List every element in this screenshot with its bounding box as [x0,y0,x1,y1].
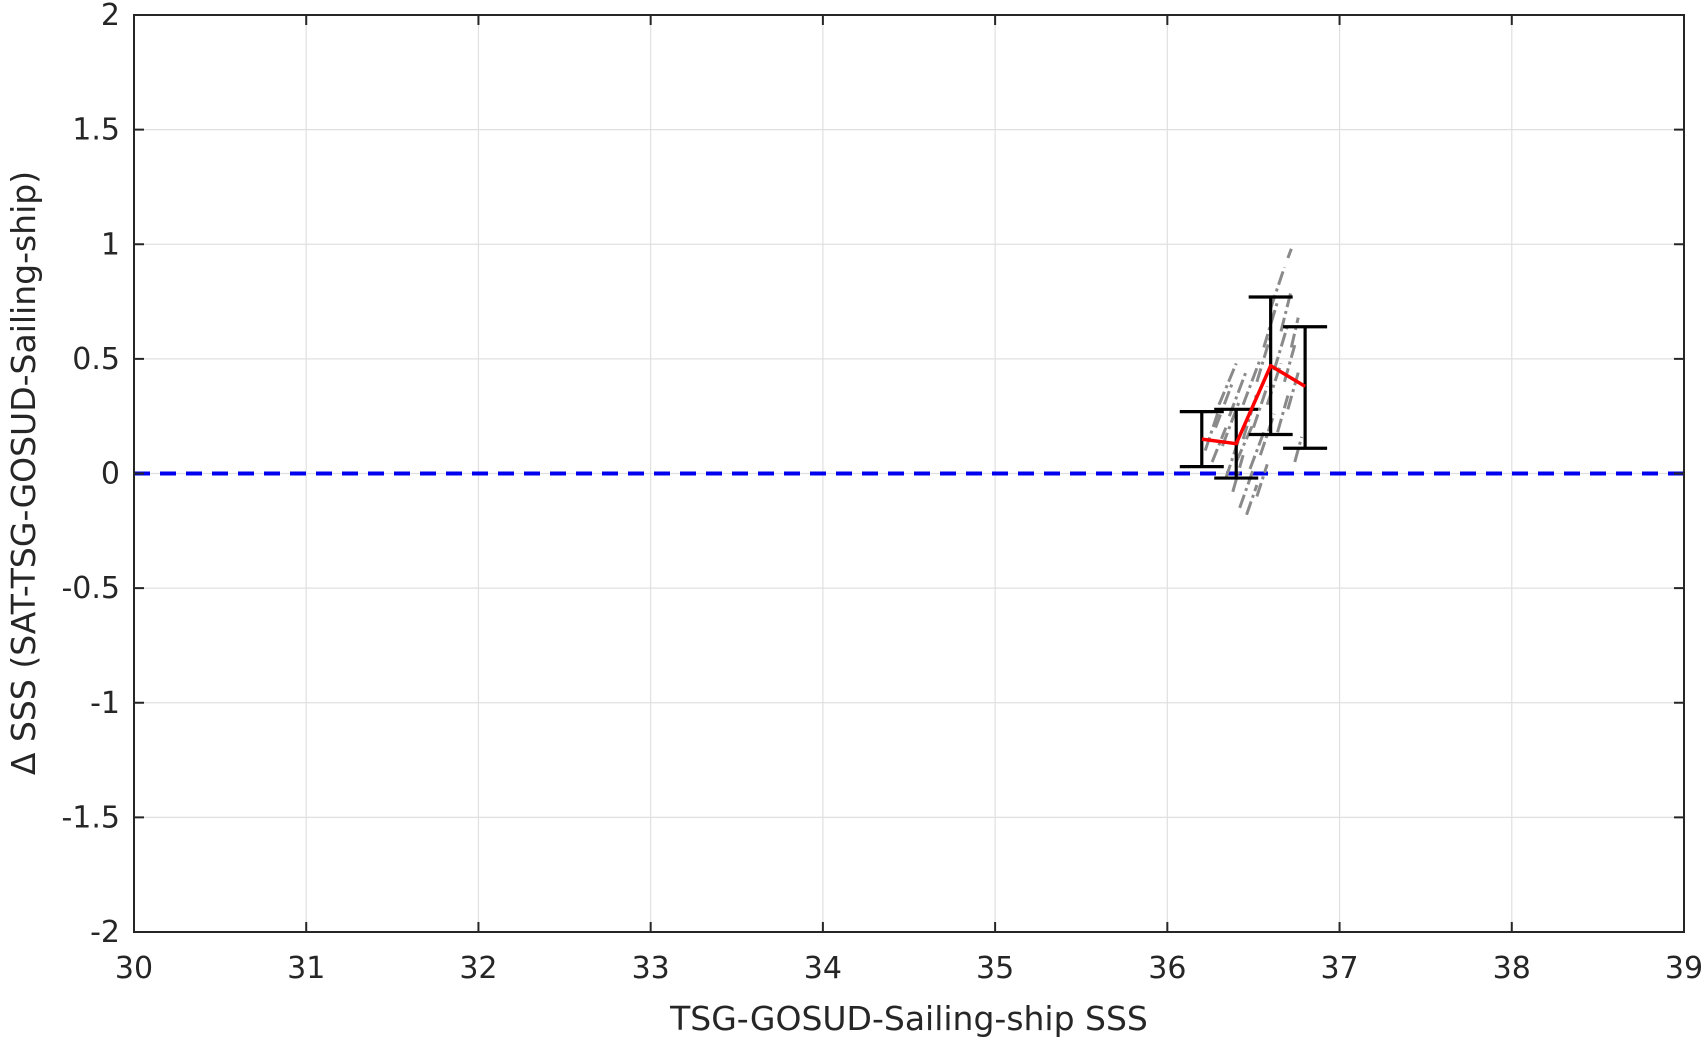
scatter-segment [1214,381,1235,429]
scatter-segment [1286,248,1293,259]
scatter-segment [1269,266,1286,309]
scatter-segment [1255,335,1273,383]
y-tick-label: 1 [101,227,120,262]
x-tick-label: 38 [1493,951,1531,986]
scatter-segment [1286,372,1300,410]
x-tick-label: 31 [287,951,325,986]
scatter-segment [1210,427,1228,463]
scatter-segments [1203,248,1304,516]
y-tick-label: -1.5 [61,800,120,835]
y-tick-label: 0 [101,457,120,492]
x-tick-label: 39 [1665,951,1703,986]
scatter-segment [1221,399,1242,447]
scatter-segment [1248,431,1266,470]
y-tick-label: -2 [90,915,120,950]
scatter-segment [1245,484,1259,516]
x-tick-label: 32 [459,951,497,986]
x-axis-label: TSG-GOSUD-Sailing-ship SSS [669,999,1148,1038]
x-tick-label: 33 [632,951,670,986]
binned-mean-polyline [1201,364,1307,446]
binned-mean-line [1201,364,1307,446]
x-tick-label: 36 [1148,951,1186,986]
scatter-segment [1262,301,1279,348]
scatter-segment [1217,362,1238,406]
scatter-segment [1234,422,1255,463]
x-tick-label: 35 [976,951,1014,986]
scatter-segment [1241,392,1259,440]
x-axis-ticks: 30 31 32 33 34 35 36 37 38 39 [115,15,1703,986]
y-tick-label: 2 [101,0,120,33]
y-tick-label: 0.5 [72,342,120,377]
y-tick-label: 1.5 [72,113,120,148]
scatter-segment [1276,395,1290,433]
scatter-segment [1255,463,1269,497]
scatter-segment [1241,358,1262,406]
y-tick-label: -0.5 [61,571,120,606]
x-tick-label: 30 [115,951,153,986]
x-tick-label: 37 [1320,951,1358,986]
y-axis-label: Δ SSS (SAT-TSG-GOSUD-Sailing-ship) [4,171,43,775]
y-axis-ticks: -2 -1.5 -1 -0.5 0 0.5 1 1.5 2 [61,0,1684,950]
y-tick-label: -1 [90,686,120,721]
scatter-segment [1231,454,1245,493]
scatter-segment [1203,408,1221,452]
x-tick-label: 34 [804,951,842,986]
scatter-segment [1252,385,1269,429]
scatter-segment [1238,468,1255,509]
scatter-segment [1289,317,1300,348]
scatter-segment [1272,324,1290,371]
